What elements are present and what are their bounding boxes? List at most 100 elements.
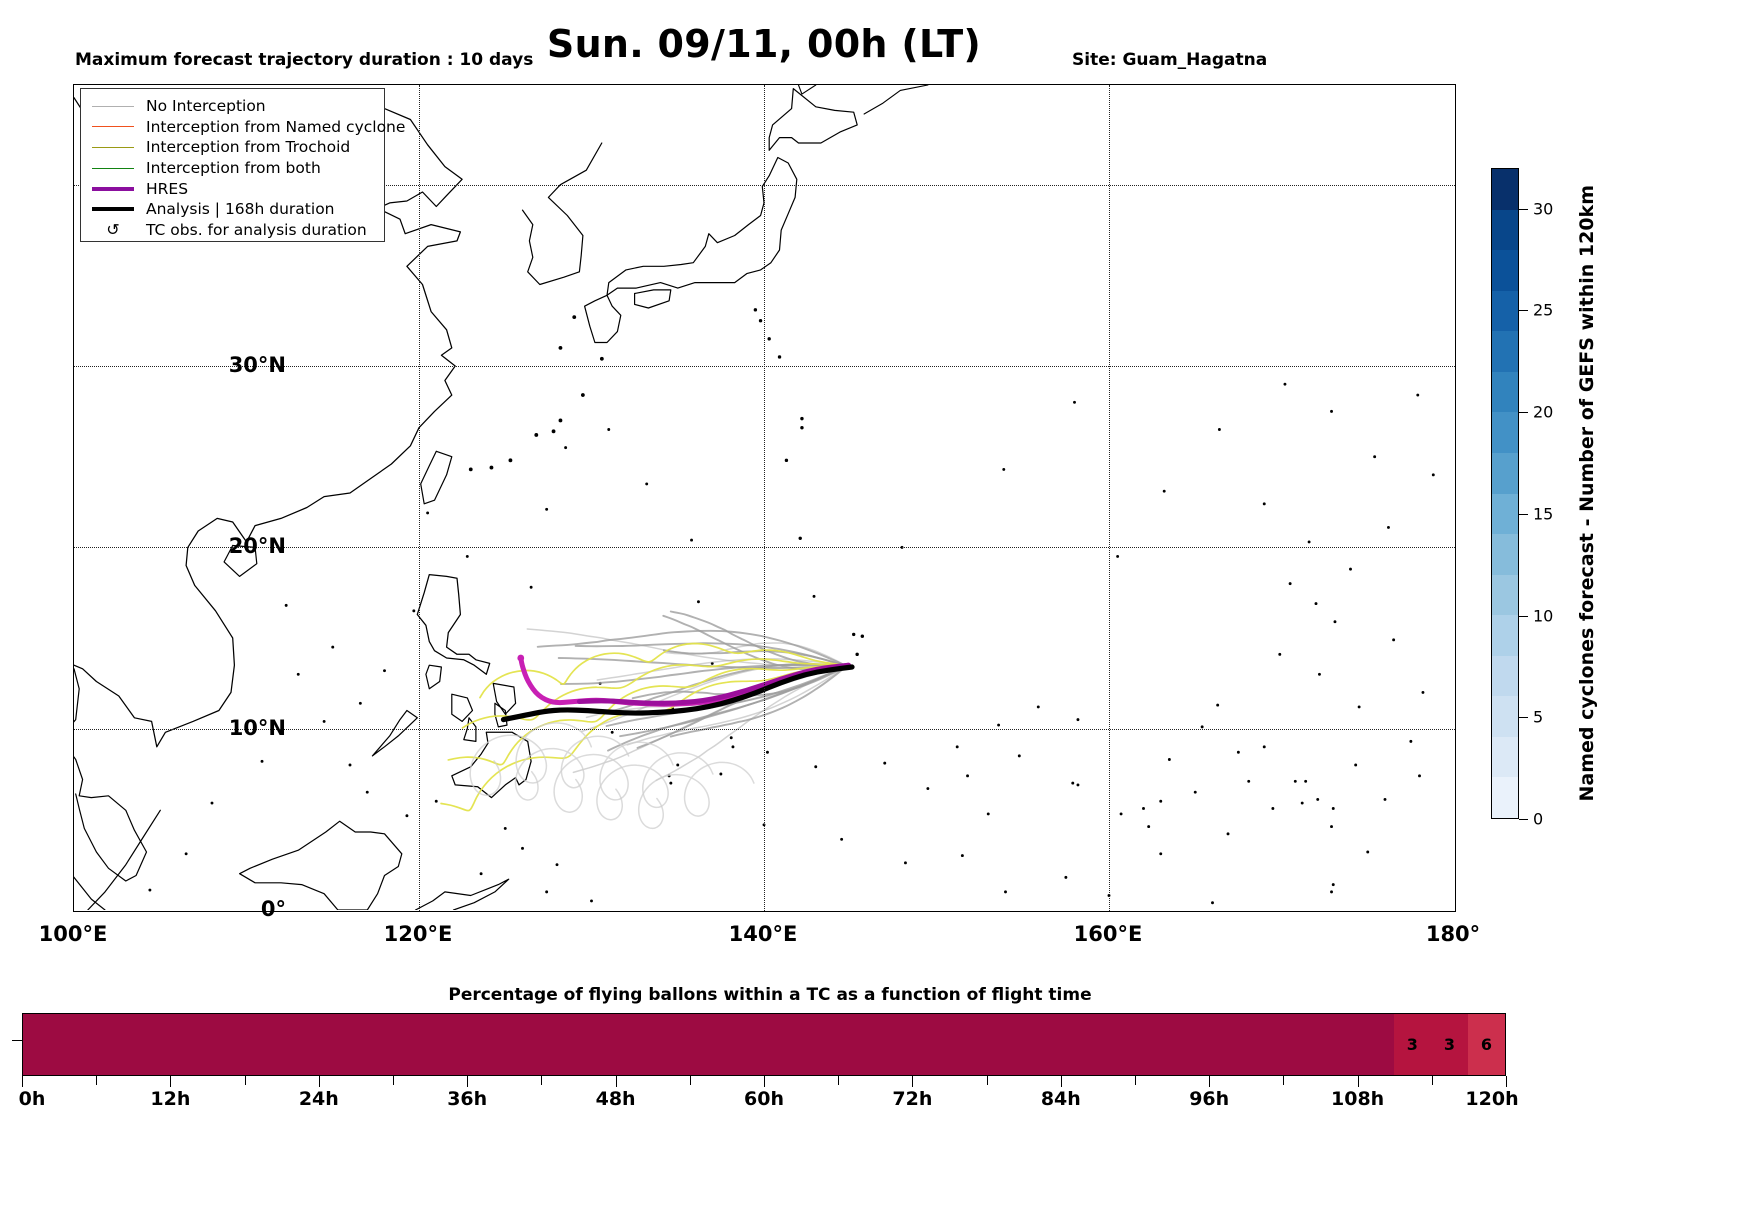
map-gridline-v	[419, 85, 420, 911]
colorbar-step	[1492, 371, 1518, 413]
colorbar-tick	[1519, 615, 1528, 617]
ryukyu-island-dot	[572, 315, 577, 319]
hres-endpoint-marker	[517, 654, 525, 662]
colorbar-step	[1492, 493, 1518, 535]
island-dot	[645, 482, 649, 486]
island-dot	[434, 799, 438, 803]
island-dot	[1354, 763, 1358, 767]
map-legend: No Interception Interception from Named c…	[80, 88, 405, 242]
pacific-island-dot	[784, 458, 789, 463]
coastline-kyushu	[584, 294, 622, 344]
island-dot	[690, 538, 693, 542]
island-dot	[1288, 582, 1292, 586]
island-dot	[1349, 567, 1352, 571]
island-dot	[1064, 875, 1068, 879]
island-dot	[1262, 502, 1266, 506]
coastline-mindoro	[425, 664, 442, 690]
pacific-island-dot	[852, 632, 856, 637]
trajectory-no-interception	[663, 642, 848, 667]
island-dot	[676, 763, 680, 767]
percentage-bar-tick-label: 84h	[1040, 1088, 1081, 1110]
coastline-palawan	[371, 709, 418, 757]
coastline-sakhalin	[797, 85, 817, 95]
island-dot	[1421, 690, 1425, 694]
island-dot	[669, 781, 673, 785]
ryukyu-island-dot	[534, 433, 539, 437]
trajectory-no-interception	[560, 664, 848, 685]
island-dot	[1004, 890, 1007, 894]
ryukyu-island-dot	[558, 418, 563, 423]
colorbar-tick-label: 5	[1533, 707, 1544, 727]
trajectory-hres-early	[576, 662, 851, 706]
percentage-bar-tick	[170, 1076, 172, 1087]
trajectory-no-interception-loop	[514, 735, 630, 801]
island-dot	[1409, 739, 1413, 743]
percentage-bar-tick	[1283, 1076, 1285, 1085]
percentage-bar-tick	[393, 1076, 394, 1085]
colorbar-tick-label: 15	[1533, 504, 1554, 524]
island-dot	[555, 863, 559, 867]
legend-item-label: Interception from Named cyclone	[146, 117, 406, 136]
trajectory-analysis	[500, 664, 855, 723]
colorbar-tick	[1519, 717, 1528, 719]
island-dot	[1330, 825, 1333, 829]
cyclone-glyph: ↺	[106, 219, 120, 239]
map-ytick-label: 30°N	[228, 353, 286, 378]
island-dot	[1162, 489, 1166, 493]
coastline-asia-mainland	[74, 97, 463, 748]
island-dot	[1418, 774, 1421, 778]
percentage-bar-tick-label: 72h	[892, 1088, 933, 1110]
percentage-bar-cell[interactable]	[23, 1014, 1394, 1075]
colorbar-step	[1492, 250, 1518, 291]
coastline-leyte	[494, 702, 508, 728]
coastline-sumatra-west	[74, 876, 106, 910]
island-dot	[545, 507, 549, 511]
island-dot	[184, 852, 188, 856]
island-dot	[1167, 758, 1171, 761]
percentage-bar-tick-label: 24h	[298, 1088, 339, 1110]
legend-line-swatch-icon	[90, 207, 136, 212]
colorbar	[1491, 168, 1519, 819]
colorbar-step	[1492, 209, 1518, 251]
percentage-bar-tick	[467, 1076, 469, 1087]
colorbar-step	[1492, 169, 1518, 210]
colorbar-step	[1492, 777, 1518, 818]
island-dot	[1159, 852, 1163, 856]
colorbar-step	[1492, 696, 1518, 737]
percentage-bar-tick-label: 96h	[1189, 1088, 1230, 1110]
coastline-korea	[521, 142, 603, 286]
percentage-bar-tick	[1060, 1076, 1062, 1087]
colorbar-tick	[1519, 819, 1528, 820]
percentage-bar-cell-value[interactable]: 3	[1430, 1014, 1468, 1075]
island-dot	[1333, 620, 1337, 624]
island-dot	[331, 645, 335, 649]
map-canvas	[74, 85, 1435, 910]
island-dot	[966, 774, 969, 778]
colorbar-step	[1492, 290, 1518, 332]
map-xtick-label: 140°E	[728, 922, 798, 946]
island-dot	[1366, 850, 1370, 854]
island-dot	[904, 861, 907, 865]
island-dot	[860, 634, 864, 638]
percentage-bar-cell-value[interactable]: 6	[1467, 1014, 1505, 1075]
trajectory-no-interception-loop	[637, 761, 755, 830]
island-dot	[1247, 779, 1251, 783]
island-dot	[610, 730, 614, 734]
island-dot	[926, 787, 930, 790]
island-dot	[955, 745, 959, 749]
pacific-island-dot	[758, 319, 763, 323]
island-dot	[1314, 602, 1318, 606]
percentage-bar-cell-value[interactable]: 3	[1393, 1014, 1431, 1075]
map-xtick-label: 100°E	[38, 922, 108, 946]
island-dot	[814, 765, 818, 769]
island-dot	[1036, 705, 1040, 709]
legend-item-6: ↺ TC obs. for analysis duration	[90, 220, 375, 241]
island-dot	[1017, 754, 1021, 758]
island-dot	[210, 801, 214, 805]
island-dot	[1293, 779, 1297, 783]
island-dot	[1211, 901, 1214, 905]
colorbar-tick-label: 25	[1533, 300, 1554, 320]
island-dot	[812, 594, 816, 598]
island-dot	[412, 609, 416, 613]
